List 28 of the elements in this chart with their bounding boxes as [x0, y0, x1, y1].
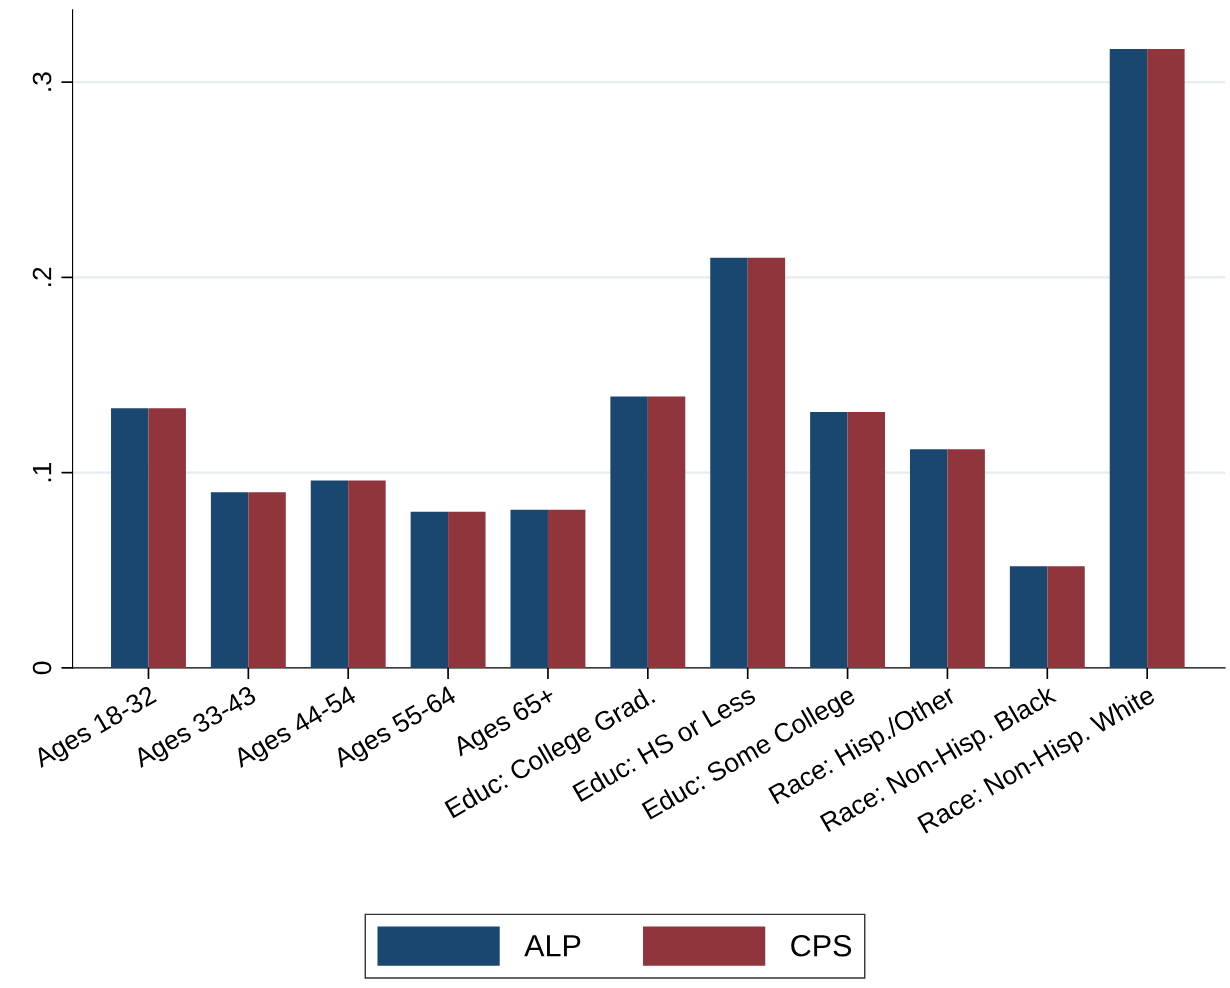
bar — [210, 492, 249, 668]
y-tick-label: .2 — [32, 267, 52, 286]
bar — [148, 408, 186, 668]
bar — [510, 509, 548, 668]
bar — [1109, 48, 1148, 668]
legend-label: CPS — [791, 934, 852, 957]
bar — [947, 449, 985, 668]
y-tick-label: 0 — [32, 661, 52, 675]
bar — [1147, 48, 1185, 668]
bar — [111, 408, 149, 668]
bar — [348, 480, 386, 668]
y-tick-label: .3 — [32, 72, 52, 91]
bar — [248, 492, 286, 668]
y-tick-label: .1 — [32, 462, 52, 482]
bar — [909, 449, 948, 668]
legend-label: ALP — [524, 935, 581, 957]
bar — [610, 396, 648, 668]
bar — [448, 511, 486, 668]
bar — [1009, 566, 1048, 668]
bar — [410, 511, 449, 668]
bar — [747, 257, 786, 668]
bar — [1047, 566, 1085, 668]
bar — [810, 412, 848, 668]
bar — [310, 480, 349, 668]
bar — [847, 412, 886, 668]
bar — [647, 396, 686, 668]
bar — [710, 257, 748, 668]
bar — [547, 509, 586, 668]
